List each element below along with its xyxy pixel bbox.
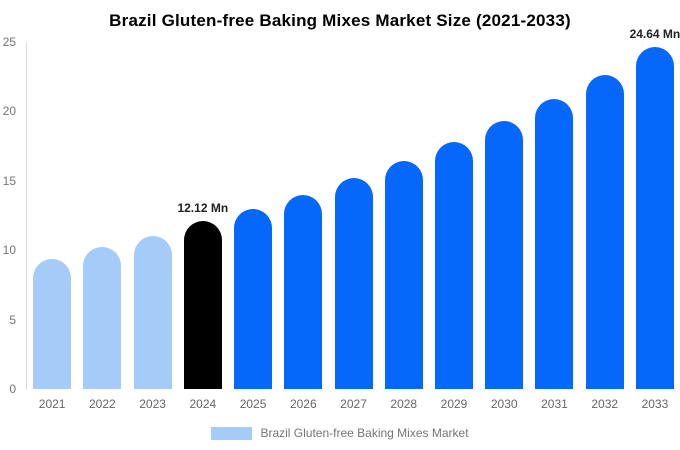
x-axis-tick-label: 2023 [139, 397, 166, 411]
bar-2027[interactable] [334, 178, 373, 389]
legend: Brazil Gluten-free Baking Mixes Market [0, 426, 680, 440]
bar-slot-2032 [580, 42, 630, 389]
bar-slot-2024: 12.12 Mn [177, 42, 229, 389]
x-axis-tick-label: 2025 [239, 397, 267, 411]
y-axis-tick-label: 5 [9, 312, 16, 327]
y-axis: 0 5 10 15 20 25 [0, 35, 16, 396]
x-axis: 2021 2022 2023 2024 2025 2026 2027 2028 2029 2030… [27, 397, 680, 411]
bar-2026[interactable] [284, 194, 323, 389]
x-axis-tick-label: 2030 [490, 397, 518, 411]
y-axis-tick-label: 0 [9, 382, 16, 396]
x-axis-tick-label: 2032 [591, 397, 619, 411]
x-axis-tick-label: 2027 [340, 397, 367, 411]
bar-slot-2025 [228, 42, 278, 389]
bar-slot-2027 [328, 42, 378, 389]
bar-2021[interactable] [33, 258, 72, 389]
bar-slot-2026 [278, 42, 328, 389]
x-axis-tick-label: 2028 [390, 397, 418, 411]
bar-data-label-2033: 24.64 Mn [629, 27, 680, 41]
bar-slot-2030 [479, 42, 529, 389]
bar-slot-2021 [27, 42, 77, 389]
bar-2033[interactable] [635, 47, 674, 389]
x-axis-tick-label: 2033 [641, 397, 669, 411]
bar-2031[interactable] [535, 98, 574, 389]
bar-2028[interactable] [384, 161, 423, 389]
x-axis-tick-label: 2024 [189, 397, 217, 411]
plot-area: 12.12 Mn 24.64 Mn [27, 27, 680, 389]
legend-swatch [211, 426, 253, 440]
x-axis-tick-label: 2031 [541, 397, 568, 411]
bar-slot-2022 [77, 42, 127, 389]
bar-2023[interactable] [133, 236, 172, 389]
bar-slot-2023 [127, 42, 177, 389]
bar-data-label-2024: 12.12 Mn [177, 200, 229, 215]
y-axis-tick-label: 10 [2, 243, 16, 258]
y-axis-tick-label: 15 [2, 173, 16, 188]
bar-2032[interactable] [585, 75, 624, 389]
x-axis-tick-label: 2022 [89, 397, 116, 411]
bar-2029[interactable] [434, 141, 473, 389]
y-axis-tick-label: 20 [2, 104, 16, 119]
bar-2024[interactable] [183, 220, 222, 389]
x-axis-tick-label: 2021 [38, 397, 66, 411]
legend-label: Brazil Gluten-free Baking Mixes Market [260, 426, 469, 440]
y-axis-line [26, 42, 27, 389]
bar-slot-2033: 24.64 Mn [630, 27, 680, 389]
bar-2030[interactable] [485, 121, 524, 389]
x-axis-tick-label: 2026 [289, 397, 317, 411]
y-axis-tick-label: 25 [2, 35, 16, 49]
bar-2022[interactable] [83, 247, 122, 389]
x-axis-tick-label: 2029 [440, 397, 468, 411]
chart-title: Brazil Gluten-free Baking Mixes Market S… [109, 11, 571, 30]
bar-slot-2028 [379, 42, 429, 389]
bar-slot-2031 [529, 42, 579, 389]
bar-2025[interactable] [234, 208, 273, 389]
bar-slot-2029 [429, 42, 479, 389]
